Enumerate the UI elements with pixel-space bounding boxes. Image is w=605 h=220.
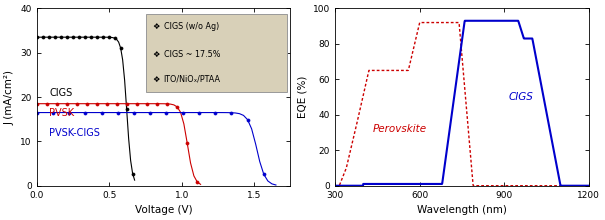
X-axis label: Voltage (V): Voltage (V) bbox=[135, 205, 192, 215]
Text: ❖: ❖ bbox=[152, 50, 160, 59]
Text: CIGS: CIGS bbox=[50, 88, 73, 99]
Text: ❖: ❖ bbox=[152, 22, 160, 31]
X-axis label: Wavelength (nm): Wavelength (nm) bbox=[417, 205, 507, 215]
Y-axis label: EQE (%): EQE (%) bbox=[298, 76, 307, 118]
Text: CIGS ~ 17.5%: CIGS ~ 17.5% bbox=[163, 50, 220, 59]
Text: PVSK-CIGS: PVSK-CIGS bbox=[50, 128, 100, 138]
Text: PVSK: PVSK bbox=[50, 108, 74, 118]
Text: CIGS (w/o Ag): CIGS (w/o Ag) bbox=[163, 22, 219, 31]
Text: ❖: ❖ bbox=[152, 75, 160, 84]
Text: CIGS: CIGS bbox=[509, 92, 534, 102]
Text: Perovskite: Perovskite bbox=[373, 124, 427, 134]
Text: ITO/NiOₓ/PTAA: ITO/NiOₓ/PTAA bbox=[163, 75, 221, 84]
Y-axis label: J (mA/cm²): J (mA/cm²) bbox=[5, 70, 15, 125]
FancyBboxPatch shape bbox=[146, 14, 287, 92]
